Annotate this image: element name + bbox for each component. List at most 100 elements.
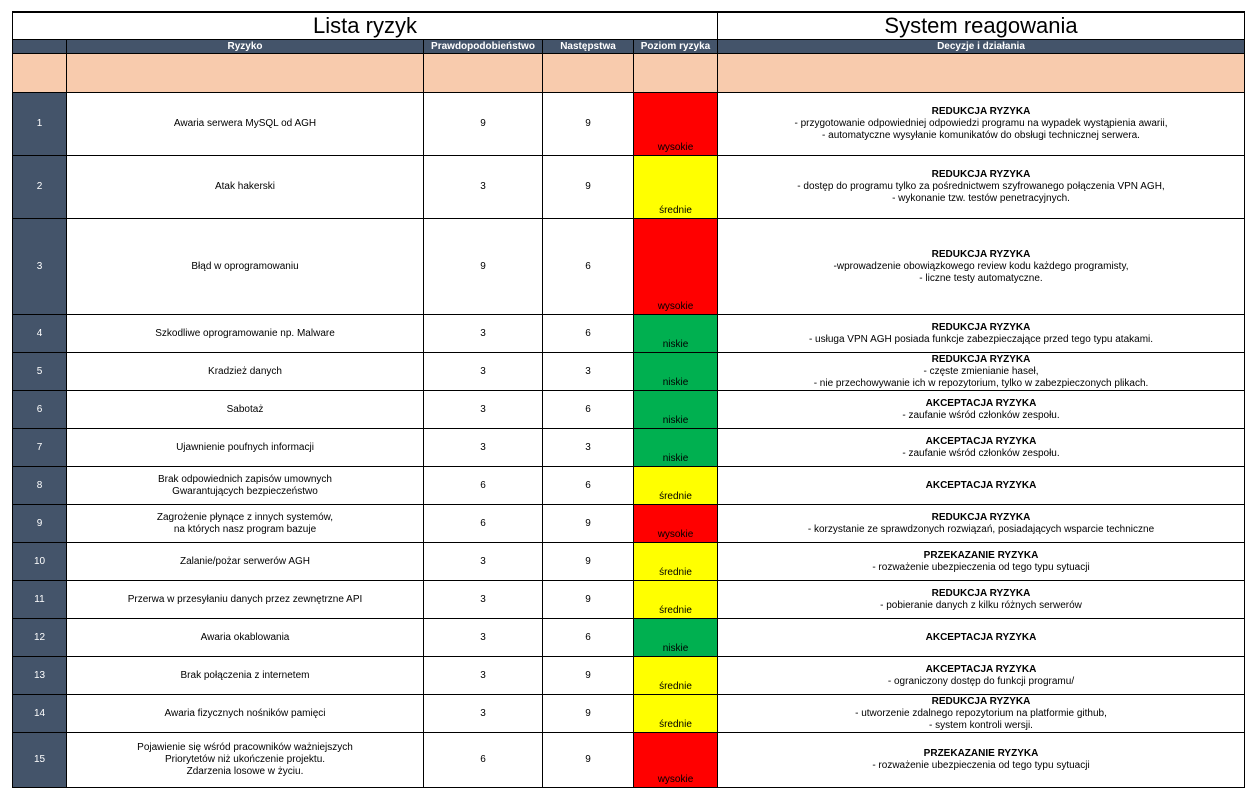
consequence-value: 9 [542,694,634,733]
table-row: 7 Ujawnienie poufnych informacji 3 3 niskie A… [12,428,1245,467]
consequence-value: 9 [542,542,634,581]
risk-level: średnie [633,694,718,733]
response-actions: - rozważenie ubezpieczenia od tego typu … [872,760,1090,771]
table-row: 11 Przerwa w przesyłaniu danych przez zew… [12,580,1245,619]
row-number: 8 [12,466,67,505]
peach-cell [717,53,1245,93]
row-number: 14 [12,694,67,733]
risk-name: Zagrożenie płynące z innych systemów, na… [66,504,424,543]
consequence-value: 9 [542,580,634,619]
risk-name: Awaria okablowania [66,618,424,657]
response-cell: AKCEPTACJA RYZYKA [717,618,1245,657]
consequence-value: 6 [542,466,634,505]
consequence-value: 6 [542,314,634,353]
risk-level: średnie [633,580,718,619]
probability-value: 6 [423,504,543,543]
response-cell: REDUKCJA RYZYKA - korzystanie ze sprawdzo… [717,504,1245,543]
peach-cell [12,53,67,93]
response-type: REDUKCJA RYZYKA [931,106,1031,117]
probability-value: 6 [423,732,543,788]
response-cell: AKCEPTACJA RYZYKA [717,466,1245,505]
row-number: 12 [12,618,67,657]
table-row: 13 Brak połączenia z internetem 3 9 średnie A… [12,656,1245,695]
risk-name: Brak połączenia z internetem [66,656,424,695]
response-cell: REDUKCJA RYZYKA - częste zmienianie haseł… [717,352,1245,391]
header-probability: Prawdopodobieństwo [423,39,543,54]
response-system-title: System reagowania [717,11,1245,40]
table-row: 12 Awaria okablowania 3 6 niskie AKCEPTACJA R… [12,618,1245,657]
consequence-value: 9 [542,656,634,695]
table-row: 2 Atak hakerski 3 9 średnie REDUKCJA RYZYKA - … [12,155,1245,219]
response-actions: - ograniczony dostęp do funkcji programu… [887,675,1075,687]
header-risk: Ryzyko [66,39,424,54]
risk-name: Zalanie/pożar serwerów AGH [66,542,424,581]
row-number: 6 [12,390,67,429]
table-row: 8 Brak odpowiednich zapisów umownych Gwar… [12,466,1245,505]
risk-name: Awaria serwera MySQL od AGH [66,92,424,156]
risk-name: Kradzież danych [66,352,424,391]
row-number: 7 [12,428,67,467]
response-cell: REDUKCJA RYZYKA - przygotowanie odpowiedn… [717,92,1245,156]
response-type: REDUKCJA RYZYKA [931,248,1031,260]
table-row: 6 Sabotaż 3 6 niskie AKCEPTACJA RYZYKA - zaufa… [12,390,1245,429]
table-row: 3 Błąd w oprogramowaniu 9 6 wysokie REDUKCJA … [12,218,1245,315]
response-actions: - pobieranie danych z kilku różnych serw… [880,599,1082,611]
response-actions: - utworzenie zdalnego repozytorium na pl… [855,707,1107,731]
response-type: PRZEKAZANIE RYZYKA [923,748,1039,759]
response-cell: REDUKCJA RYZYKA -wprowadzenie obowiązkowe… [717,218,1245,315]
response-actions: - rozważenie ubezpieczenia od tego typu … [872,561,1090,573]
response-actions: - częste zmienianie haseł, - nie przecho… [813,365,1149,389]
row-number: 13 [12,656,67,695]
probability-value: 3 [423,314,543,353]
empty-peach-row [12,53,1245,93]
response-type: REDUKCJA RYZYKA [931,511,1031,523]
response-actions: - korzystanie ze sprawdzonych rozwiązań,… [807,523,1155,535]
response-type: AKCEPTACJA RYZYKA [925,435,1037,447]
risk-level: niskie [633,352,718,391]
risk-level: wysokie [633,732,718,788]
table-row: 10 Zalanie/pożar serwerów AGH 3 9 średnie PRZ… [12,542,1245,581]
header-level: Poziom ryzyka [633,39,718,54]
probability-value: 3 [423,155,543,219]
response-cell: AKCEPTACJA RYZYKA - zaufanie wśród członk… [717,390,1245,429]
row-number: 2 [12,155,67,219]
row-number: 4 [12,314,67,353]
consequence-value: 6 [542,390,634,429]
header-actions: Decyzje i działania [717,39,1245,54]
peach-cell [423,53,543,93]
row-number: 3 [12,218,67,315]
table-row: 9 Zagrożenie płynące z innych systemów, n… [12,504,1245,543]
probability-value: 3 [423,580,543,619]
consequence-value: 6 [542,618,634,657]
response-actions: - zaufanie wśród członków zespołu. [902,409,1060,421]
response-type: REDUKCJA RYZYKA [931,353,1031,365]
table-row: 15 Pojawienie się wśród pracowników ważni… [12,732,1245,788]
probability-value: 3 [423,618,543,657]
probability-value: 3 [423,352,543,391]
response-actions: -wprowadzenie obowiązkowego review kodu … [833,260,1129,284]
response-cell: REDUKCJA RYZYKA - dostęp do programu tylk… [717,155,1245,219]
response-type: AKCEPTACJA RYZYKA [925,663,1037,675]
risk-name: Przerwa w przesyłaniu danych przez zewnę… [66,580,424,619]
response-cell: REDUKCJA RYZYKA - utworzenie zdalnego rep… [717,694,1245,733]
consequence-value: 9 [542,732,634,788]
response-type: REDUKCJA RYZYKA [931,695,1031,707]
table-row: 14 Awaria fizycznych nośników pamięci 3 9 śr… [12,694,1245,733]
risk-level: niskie [633,390,718,429]
response-type: PRZEKAZANIE RYZYKA [923,549,1039,561]
response-type: AKCEPTACJA RYZYKA [925,631,1037,643]
peach-cell [66,53,424,93]
probability-value: 3 [423,390,543,429]
consequence-value: 9 [542,155,634,219]
response-cell: PRZEKAZANIE RYZYKA - rozważenie ubezpiecz… [717,732,1245,788]
row-number: 11 [12,580,67,619]
response-cell: REDUKCJA RYZYKA - pobieranie danych z kil… [717,580,1245,619]
consequence-value: 9 [542,92,634,156]
risk-level: średnie [633,542,718,581]
table-row: 5 Kradzież danych 3 3 niskie REDUKCJA RYZYKA -… [12,352,1245,391]
header-consequence: Następstwa [542,39,634,54]
response-type: REDUKCJA RYZYKA [931,169,1031,180]
row-number: 5 [12,352,67,391]
risk-name: Pojawienie się wśród pracowników ważniej… [66,732,424,788]
risk-name: Brak odpowiednich zapisów umownych Gwara… [66,466,424,505]
